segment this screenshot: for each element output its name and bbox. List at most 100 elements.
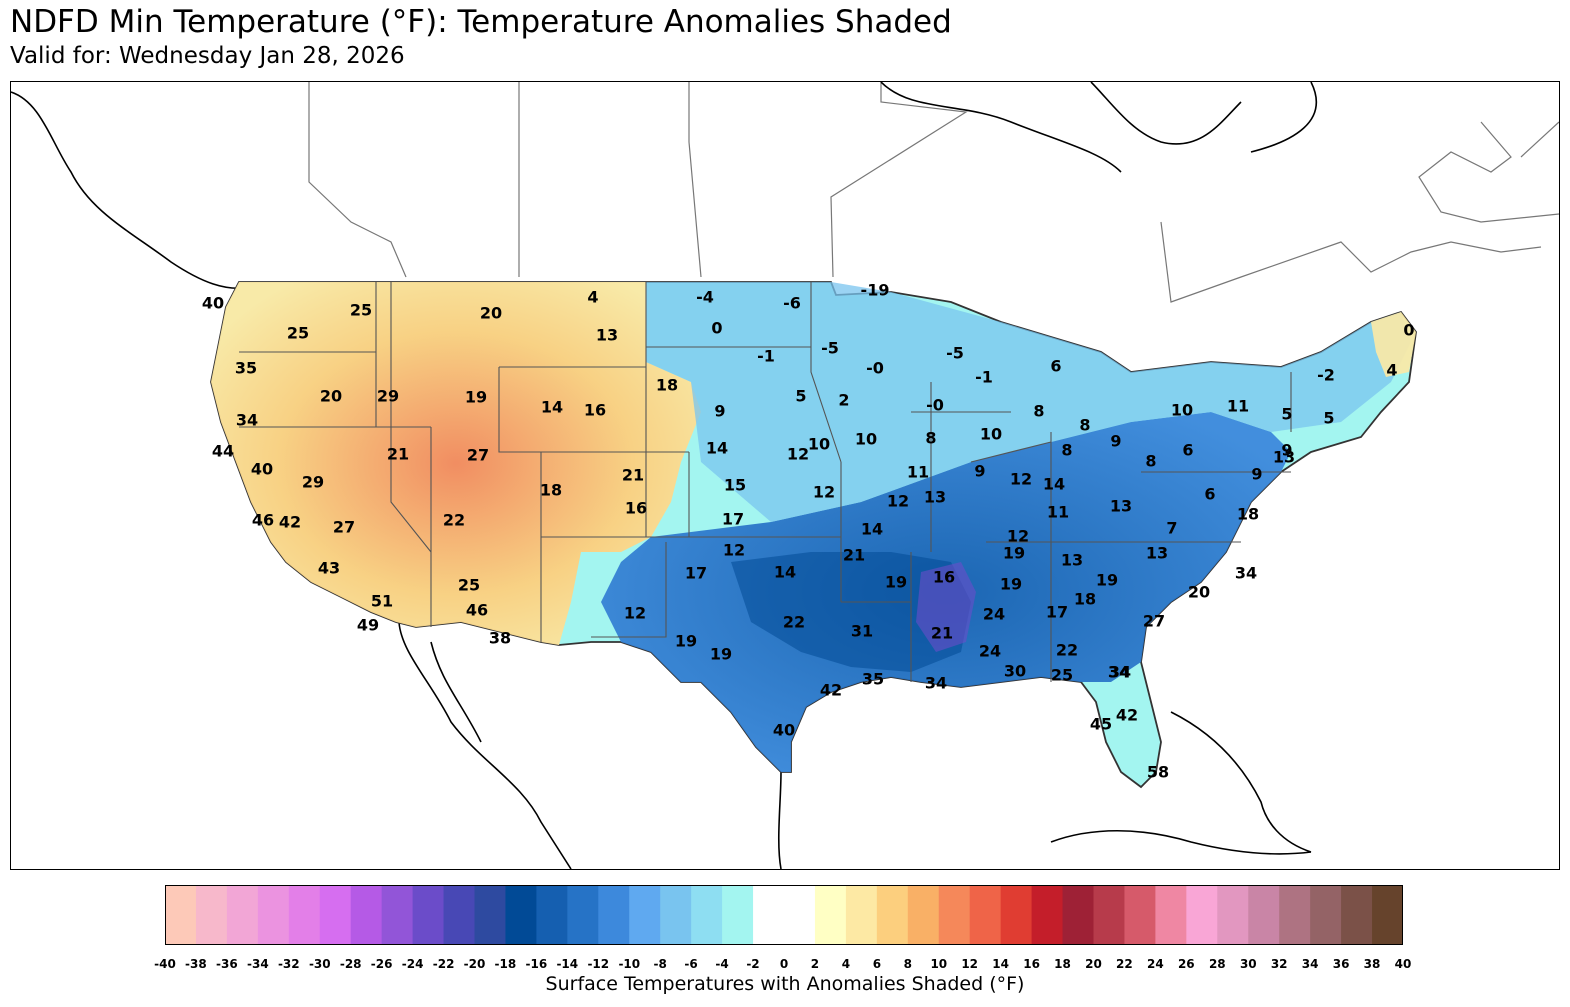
temperature-label: 9 xyxy=(714,402,725,421)
colorbar-tick-label: 36 xyxy=(1332,957,1350,971)
temperature-label: 42 xyxy=(1116,706,1138,725)
colorbar-swatch xyxy=(1031,885,1064,945)
colorbar-tick-label: 16 xyxy=(1023,957,1040,971)
cool-anomaly-north xyxy=(646,282,1411,522)
temperature-label: -2 xyxy=(1317,366,1335,385)
colorbar-swatch xyxy=(1155,885,1187,945)
temperature-label: 12 xyxy=(624,604,646,623)
colorbar-swatch xyxy=(1124,885,1156,945)
colorbar-tick-label: -22 xyxy=(432,957,455,971)
colorbar-swatch xyxy=(1310,885,1342,945)
colorbar-tick-label: -16 xyxy=(525,957,548,971)
temperature-label: 22 xyxy=(443,511,465,530)
valid-date-subtitle: Valid for: Wednesday Jan 28, 2026 xyxy=(10,43,405,69)
temperature-label: 17 xyxy=(685,564,707,583)
temperature-label: 19 xyxy=(465,388,487,407)
colorbar-swatch xyxy=(784,885,816,945)
temperature-label: 42 xyxy=(279,513,301,532)
temperature-label: 14 xyxy=(706,439,728,458)
colorbar-tick-label: 22 xyxy=(1116,957,1133,971)
colorbar-swatch xyxy=(165,885,197,945)
temperature-label: 8 xyxy=(1145,452,1156,471)
temperature-label: 13 xyxy=(1110,497,1132,516)
temperature-label: 13 xyxy=(596,326,618,345)
temperature-label: 21 xyxy=(843,546,865,565)
colorbar-swatch xyxy=(288,885,321,945)
colorbar-tick-label: -36 xyxy=(216,957,238,971)
temperature-label: 9 xyxy=(1251,465,1262,484)
temperature-label: 46 xyxy=(252,511,274,530)
cold-core-arkansas xyxy=(916,562,976,652)
temperature-label: 24 xyxy=(979,642,1001,661)
temperature-label: 20 xyxy=(1188,583,1210,602)
temperature-label: 12 xyxy=(723,541,745,560)
temperature-label: 10 xyxy=(980,425,1002,444)
temperature-label: 0 xyxy=(711,319,722,338)
temperature-label: 8 xyxy=(1033,402,1044,421)
temperature-label: 13 xyxy=(924,488,946,507)
temperature-label: 27 xyxy=(467,446,489,465)
temperature-label: 16 xyxy=(584,401,606,420)
temperature-label: 5 xyxy=(1281,405,1292,424)
temperature-label: 7 xyxy=(1166,519,1177,538)
colorbar-tick-label: -8 xyxy=(653,957,667,971)
temperature-label: -0 xyxy=(866,359,884,378)
colorbar-tick-label: 32 xyxy=(1270,957,1288,971)
temperature-label: 0 xyxy=(1403,321,1414,340)
temperature-label: 25 xyxy=(287,324,309,343)
temperature-label: 27 xyxy=(333,518,355,537)
colorbar-tick-label: -6 xyxy=(684,957,698,971)
temperature-label: 16 xyxy=(933,568,955,587)
temperature-label: 40 xyxy=(251,460,273,479)
temperature-label: 19 xyxy=(1003,544,1025,563)
temperature-label: 13 xyxy=(1273,448,1295,467)
temperature-label: 18 xyxy=(1237,505,1259,524)
colorbar-swatch xyxy=(1093,885,1126,945)
temperature-label: 12 xyxy=(1007,527,1029,546)
temperature-label: 10 xyxy=(1171,401,1193,420)
colorbar-tick-label: 20 xyxy=(1085,957,1102,971)
temperature-label: 27 xyxy=(1143,612,1165,631)
colorbar-tick-label: -34 xyxy=(247,957,269,971)
temperature-label: 16 xyxy=(625,499,647,518)
temperature-label: 2 xyxy=(838,391,849,410)
temperature-label: 8 xyxy=(1079,416,1090,435)
colorbar-tick-label: -28 xyxy=(339,957,362,971)
temperature-label: 45 xyxy=(1090,715,1112,734)
temperature-label: 35 xyxy=(235,359,257,378)
colorbar-swatch xyxy=(319,885,352,945)
temperature-label: 19 xyxy=(710,645,732,664)
temperature-label: 20 xyxy=(320,387,342,406)
colorbar-swatch xyxy=(1372,885,1403,945)
temperature-label: 44 xyxy=(212,442,234,461)
colorbar-tick-label: -38 xyxy=(185,957,207,971)
temperature-label: -6 xyxy=(783,294,801,313)
temperature-label: 18 xyxy=(1074,590,1096,609)
temperature-label: 19 xyxy=(1000,575,1022,594)
temperature-label: 6 xyxy=(1182,441,1193,460)
colorbar-tick-label: 2 xyxy=(810,957,820,971)
temperature-label: 9 xyxy=(1110,432,1121,451)
temperature-label: 38 xyxy=(489,629,511,648)
temperature-label: 46 xyxy=(466,601,488,620)
colorbar-swatch xyxy=(1279,885,1311,945)
temperature-label: 17 xyxy=(1046,603,1068,622)
temperature-label: 11 xyxy=(1047,503,1069,522)
temperature-label: 8 xyxy=(1061,441,1072,460)
temperature-label: 30 xyxy=(1004,662,1026,681)
temperature-label: -1 xyxy=(975,368,993,387)
state-borders xyxy=(239,282,1292,682)
temperature-label: 10 xyxy=(808,435,830,454)
colorbar-tick-label: 18 xyxy=(1054,957,1071,971)
temperature-label: 20 xyxy=(480,304,502,323)
maine-warm xyxy=(1371,312,1416,377)
colorbar-swatch xyxy=(629,885,661,945)
temperature-label: 13 xyxy=(1061,551,1083,570)
temperature-label: 22 xyxy=(783,613,805,632)
temperature-label: 29 xyxy=(302,473,324,492)
colorbar-tick-label: -14 xyxy=(556,957,579,971)
colorbar-swatch xyxy=(350,885,383,945)
colorbar-tick-label: -12 xyxy=(587,957,610,971)
temperature-label: 9 xyxy=(974,462,985,481)
